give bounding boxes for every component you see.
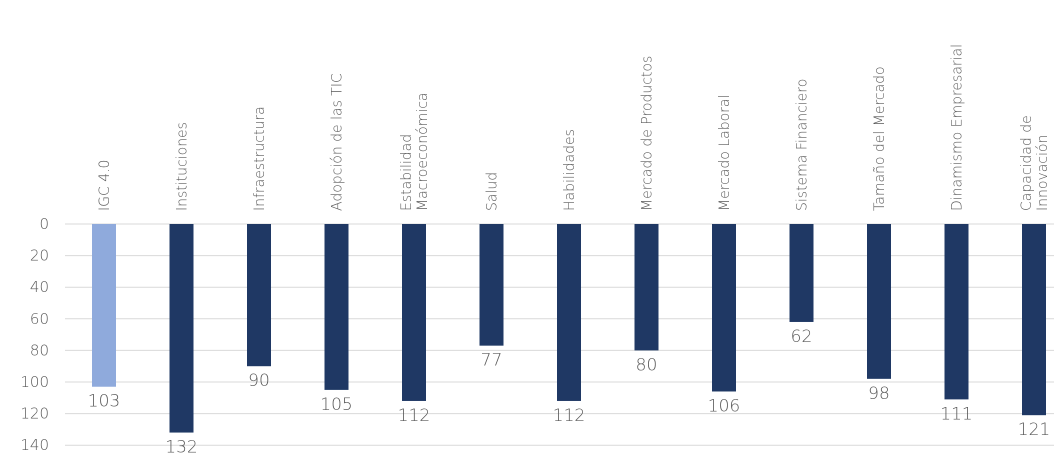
category-label: Tamaño del Mercado — [872, 66, 888, 211]
y-tick-label: 140 — [20, 436, 49, 454]
data-labels: 103 132 90 105 112 77 112 80 106 62 98 111 121 — [88, 327, 1050, 458]
bar — [867, 224, 891, 379]
category-label-line: Mercado de Productos — [640, 56, 656, 211]
data-label: 111 — [940, 404, 972, 424]
category-label-line: Infraestructura — [252, 106, 268, 211]
category-label-line: Sistema Financiero — [795, 79, 811, 211]
category-label-line: IGC 4.0 — [97, 160, 113, 211]
category-label: Mercado de Productos — [640, 56, 656, 211]
category-label: Sistema Financiero — [795, 79, 811, 211]
data-label: 132 — [165, 438, 197, 458]
data-label: 121 — [1018, 420, 1050, 440]
category-label-line: Instituciones — [175, 122, 191, 211]
category-label: Adopción de las TIC — [330, 73, 346, 211]
category-label: Capacidad deInnovación — [1019, 115, 1051, 211]
bar — [247, 224, 271, 367]
data-label: 98 — [868, 384, 890, 404]
category-label: Mercado Laboral — [717, 95, 733, 211]
data-label: 112 — [398, 406, 430, 426]
y-tick-label: 120 — [20, 405, 49, 423]
category-label: Infraestructura — [252, 106, 268, 211]
y-tick-label: 100 — [20, 373, 49, 391]
bar — [479, 224, 504, 346]
y-tick-label: 60 — [30, 310, 49, 328]
y-tick-label: 40 — [30, 278, 49, 296]
category-label-line: Habilidades — [562, 129, 578, 211]
bar — [712, 224, 736, 392]
category-label: IGC 4.0 — [97, 160, 113, 211]
data-label: 80 — [636, 355, 658, 375]
bars — [92, 224, 1046, 433]
data-label: 62 — [791, 327, 813, 347]
bar — [789, 224, 814, 322]
y-axis-ticks: 0 20 40 60 80 100 120 140 — [20, 215, 49, 454]
category-labels: IGC 4.0 Instituciones Infraestructura Adopc… — [97, 44, 1051, 211]
data-label: 105 — [320, 395, 352, 415]
bar — [324, 224, 349, 390]
data-label: 77 — [481, 351, 503, 371]
bar — [944, 224, 969, 400]
bar — [169, 224, 194, 433]
data-label: 112 — [553, 406, 585, 426]
bar — [92, 224, 116, 387]
y-tick-label: 80 — [30, 341, 49, 359]
category-label: Salud — [485, 172, 501, 211]
y-tick-label: 20 — [30, 247, 49, 265]
category-label: Habilidades — [562, 129, 578, 211]
category-label-line: Dinamismo Empresarial — [950, 44, 966, 211]
category-label-line: Estabilidad — [399, 134, 415, 211]
category-label: Dinamismo Empresarial — [950, 44, 966, 211]
data-label: 103 — [88, 392, 120, 412]
data-label: 106 — [708, 396, 740, 416]
category-label: Instituciones — [175, 122, 191, 211]
category-label-line: Capacidad de — [1019, 115, 1035, 211]
category-label: EstabilidadMacroeconómica — [399, 93, 431, 212]
category-label-line: Innovación — [1035, 135, 1051, 211]
category-label-line: Adopción de las TIC — [330, 73, 346, 211]
bar — [557, 224, 581, 401]
category-label-line: Macroeconómica — [415, 93, 431, 212]
data-label: 90 — [248, 371, 270, 391]
bar — [634, 224, 659, 351]
category-label-line: Mercado Laboral — [717, 95, 733, 211]
category-label-line: Salud — [485, 172, 501, 211]
category-label-line: Tamaño del Mercado — [872, 66, 888, 211]
y-tick-label: 0 — [39, 215, 49, 233]
bar — [1022, 224, 1046, 416]
bar — [402, 224, 426, 401]
